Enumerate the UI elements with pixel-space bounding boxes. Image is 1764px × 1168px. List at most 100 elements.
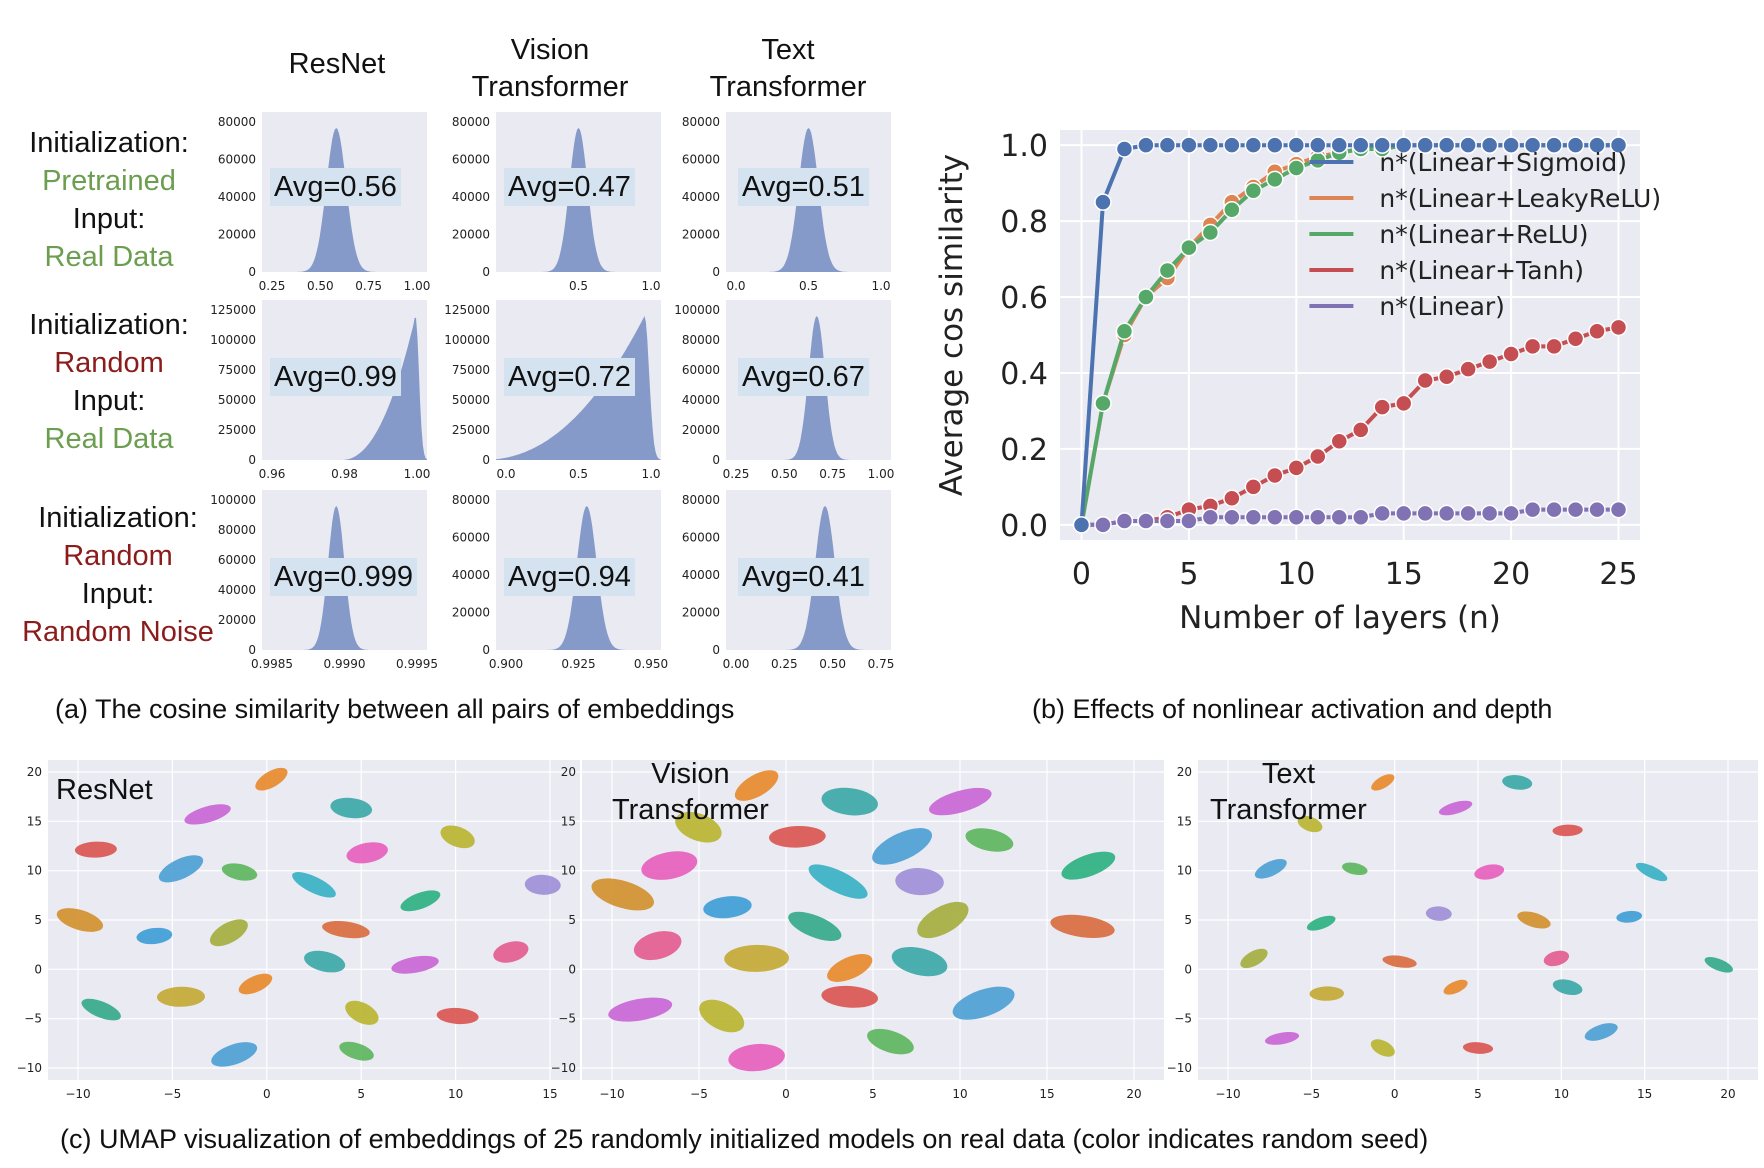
y-tick-label: 5 <box>568 913 576 927</box>
y-tick-label: 0.8 <box>1000 205 1048 240</box>
data-point <box>1180 136 1198 154</box>
data-point <box>1523 337 1542 356</box>
data-point <box>1201 508 1220 526</box>
y-axis-label: Average cos similarity <box>934 154 970 496</box>
data-point <box>1137 288 1155 306</box>
y-tick-label: −10 <box>551 1061 576 1075</box>
data-point <box>1115 512 1134 530</box>
data-point <box>1566 136 1585 154</box>
data-point <box>1287 159 1306 177</box>
y-tick-label: 80000 <box>452 493 490 507</box>
y-tick-label: 100000 <box>444 333 490 347</box>
data-point <box>1437 368 1456 386</box>
x-tick-label: 20 <box>1126 1087 1141 1101</box>
x-tick-label: −5 <box>1302 1087 1320 1101</box>
avg-label: Avg=0.56 <box>270 168 401 206</box>
x-tick-label: 15 <box>1385 557 1423 592</box>
y-tick-label: −5 <box>558 1012 576 1026</box>
y-tick-label: −5 <box>1174 1012 1192 1026</box>
row-label-3: Initialization: Random Input: Random Noi… <box>0 499 236 651</box>
data-point <box>1094 394 1112 413</box>
y-tick-label: 0 <box>34 962 42 976</box>
x-tick-label: 20 <box>1720 1087 1735 1101</box>
x-tick-label: 0 <box>263 1087 271 1101</box>
data-point <box>1566 330 1585 348</box>
x-tick-label: 0.25 <box>723 467 750 481</box>
y-tick-label: 20000 <box>218 228 256 242</box>
x-tick-label: 15 <box>1637 1087 1652 1101</box>
y-tick-label: 20000 <box>682 423 720 437</box>
y-tick-label: 20 <box>27 765 42 779</box>
x-tick-label: 15 <box>542 1087 557 1101</box>
x-tick-label: 0.950 <box>634 657 668 671</box>
y-tick-label: 25000 <box>452 423 490 437</box>
data-point <box>1373 504 1391 523</box>
x-tick-label: 20 <box>1492 557 1530 592</box>
caption-a: (a) The cosine similarity between all pa… <box>55 694 735 724</box>
y-tick-label: 5 <box>1184 913 1192 927</box>
data-point <box>1480 352 1499 371</box>
umap-cluster <box>330 797 373 819</box>
y-tick-label: 60000 <box>682 153 720 167</box>
legend-entry: n*(Linear+ReLU) <box>1379 220 1588 249</box>
umap-cluster <box>436 1007 479 1025</box>
x-tick-label: 0.25 <box>259 279 286 293</box>
data-point <box>1588 322 1606 340</box>
x-tick-label: 10 <box>1554 1087 1569 1101</box>
umap-cluster <box>827 954 873 982</box>
data-point <box>1309 136 1327 154</box>
y-tick-label: 0 <box>712 453 720 467</box>
legend-entry: n*(Linear+Sigmoid) <box>1379 148 1627 177</box>
umap-cluster <box>891 946 948 977</box>
row1-input-value: Real Data <box>44 241 174 273</box>
data-point <box>1416 504 1434 523</box>
x-tick-label: 1.00 <box>404 279 431 293</box>
data-point <box>1351 508 1370 526</box>
x-tick-label: 0.75 <box>868 657 895 671</box>
data-point <box>1158 136 1177 154</box>
y-tick-label: 0 <box>248 643 256 657</box>
data-point <box>1330 508 1349 526</box>
y-tick-label: 10 <box>561 864 576 878</box>
umap-cluster <box>1382 955 1417 968</box>
avg-label: Avg=0.99 <box>270 358 401 396</box>
data-point <box>1266 466 1284 485</box>
y-tick-label: 15 <box>561 814 576 828</box>
umap-cluster <box>929 787 992 816</box>
y-tick-label: 0 <box>712 643 720 657</box>
umap-cluster <box>1502 775 1533 790</box>
y-tick-label: 20000 <box>452 606 490 620</box>
x-tick-label: 0.9985 <box>251 657 293 671</box>
data-point <box>1416 136 1434 154</box>
caption-b: (b) Effects of nonlinear activation and … <box>1032 694 1553 724</box>
data-point <box>1115 322 1134 340</box>
umap-cluster <box>1584 1023 1618 1041</box>
x-tick-label: 0 <box>1072 557 1091 592</box>
y-tick-label: 0 <box>712 265 720 279</box>
y-tick-label: 60000 <box>452 531 490 545</box>
umap-cluster <box>158 855 204 883</box>
data-point <box>1180 238 1198 257</box>
umap-cluster <box>821 985 879 1008</box>
y-tick-label: 15 <box>27 814 42 828</box>
umap-cluster <box>1543 950 1570 967</box>
data-point <box>1330 432 1349 451</box>
data-point <box>1158 512 1177 530</box>
x-tick-label: 0.96 <box>259 467 286 481</box>
data-point <box>1351 136 1370 154</box>
y-tick-label: 100000 <box>674 303 720 317</box>
data-point <box>1609 136 1628 154</box>
umap-cluster <box>339 1041 374 1061</box>
data-point <box>1244 181 1263 200</box>
umap-cluster <box>821 787 878 816</box>
row3-input-value: Random Noise <box>22 616 214 648</box>
x-tick-label: 1.00 <box>404 467 431 481</box>
x-tick-label: 1.00 <box>868 467 895 481</box>
umap-cluster <box>808 864 868 899</box>
x-tick-label: 25 <box>1599 557 1637 592</box>
x-tick-label: 1.0 <box>871 279 890 293</box>
data-point <box>1094 516 1112 534</box>
x-tick-label: −5 <box>690 1087 708 1101</box>
umap-cluster <box>56 908 104 932</box>
row1-init-value: Pretrained <box>42 165 176 197</box>
